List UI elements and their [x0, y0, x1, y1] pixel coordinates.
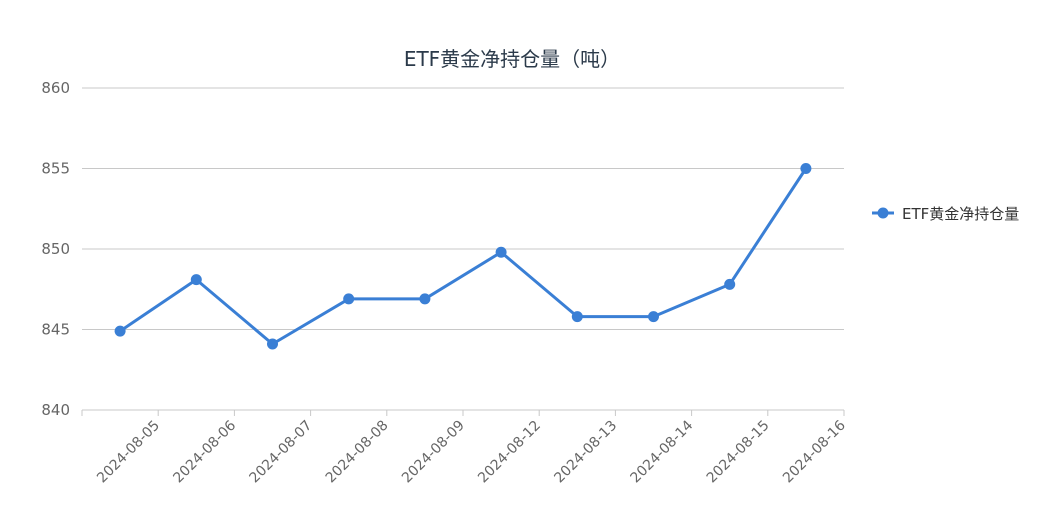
data-point[interactable] [648, 311, 659, 323]
y-tick-label: 840 [41, 401, 70, 419]
data-point[interactable] [495, 246, 507, 258]
data-point[interactable] [419, 293, 431, 305]
y-tick-label: 860 [41, 79, 70, 97]
data-point[interactable] [571, 311, 583, 323]
data-point[interactable] [190, 274, 202, 286]
data-point[interactable] [800, 163, 812, 174]
data-point[interactable] [724, 278, 736, 290]
data-point[interactable] [267, 338, 278, 350]
y-tick-label: 850 [41, 240, 70, 258]
x-axis: 2024-08-05 2024-08-06 2024-08-07 2024-08-08… [81, 409, 849, 487]
x-tick-label: 2024-08-07 [247, 418, 316, 487]
x-tick-label: 2024-08-16 [780, 417, 849, 486]
y-tick-label: 845 [41, 321, 70, 339]
legend[interactable]: ETF黄金净持仓量 [872, 205, 1019, 223]
series-line [119, 167, 808, 346]
data-point[interactable] [343, 293, 355, 305]
x-tick-label: 2024-08-06 [170, 417, 239, 486]
x-tick-label: 2024-08-13 [551, 418, 620, 487]
chart-title: ETF黄金净持仓量（吨） [404, 47, 620, 71]
x-tick-label: 2024-08-15 [704, 418, 773, 487]
data-point[interactable] [114, 325, 126, 337]
x-tick-label: 2024-08-14 [628, 417, 697, 486]
x-tick-label: 2024-08-09 [399, 418, 468, 487]
legend-label: ETF黄金净持仓量 [902, 205, 1019, 223]
grid [82, 87, 844, 411]
x-tick-label: 2024-08-05 [94, 418, 163, 487]
x-tick-label: 2024-08-12 [475, 418, 544, 487]
legend-marker [877, 207, 889, 219]
y-axis-ticks: 840 845 850 855 860 [41, 79, 70, 419]
y-tick-label: 855 [41, 160, 70, 178]
x-tick-label: 2024-08-08 [323, 418, 392, 487]
series-layer [114, 163, 812, 350]
